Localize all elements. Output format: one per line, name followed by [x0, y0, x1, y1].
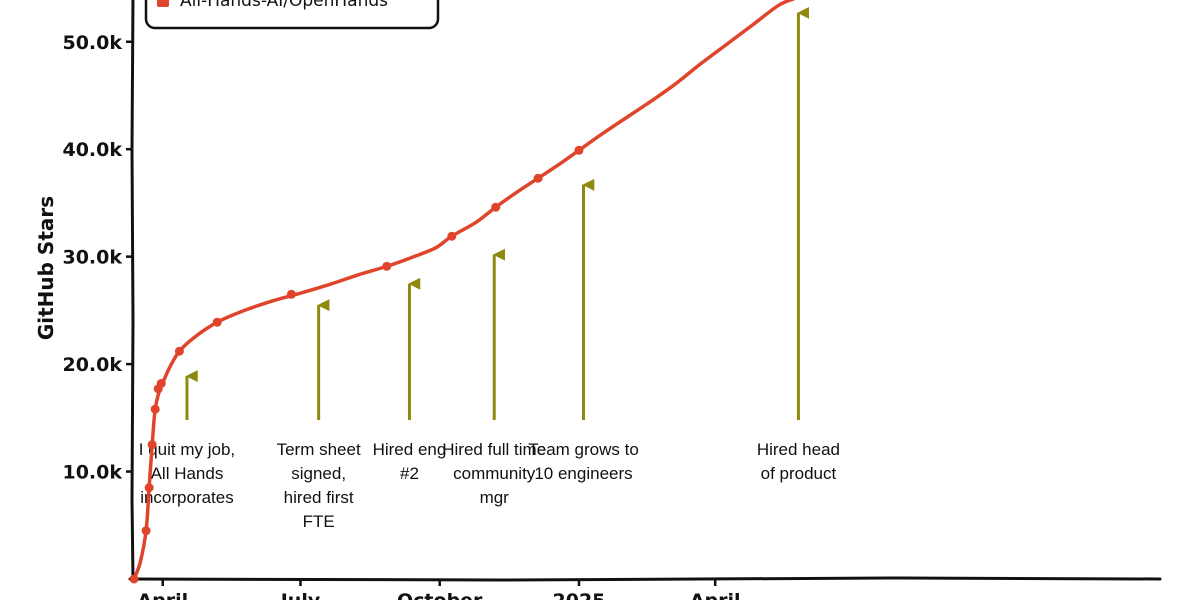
annotation-label: All Hands: [151, 464, 224, 483]
annotation-label: mgr: [480, 488, 510, 507]
annotation-label: I quit my job,: [139, 440, 235, 459]
data-point: [212, 317, 222, 327]
annotation-label: Hired full time: [442, 440, 546, 459]
data-point: [286, 289, 296, 299]
y-tick-label: 20.0k: [62, 354, 122, 376]
y-axis-title: GitHub Stars: [34, 196, 58, 340]
y-tick-label: 30.0k: [62, 247, 122, 269]
series-group: [129, 0, 796, 584]
y-tick-label: 10.0k: [62, 462, 122, 484]
annotation-label: Hired head: [757, 440, 840, 459]
annotation-label: of product: [761, 464, 837, 483]
annotation-label: community: [453, 464, 536, 483]
data-point: [382, 261, 392, 271]
x-tick-label: 2025: [553, 590, 606, 600]
annotation-label: Team grows to: [528, 440, 639, 459]
x-tick-label: July: [279, 590, 321, 600]
data-point: [150, 404, 160, 414]
data-point: [491, 202, 501, 212]
annotation-label: incorporates: [140, 488, 234, 507]
annotation-label: signed,: [291, 464, 346, 483]
y-tick-label: 50.0k: [62, 32, 122, 54]
data-point: [144, 483, 154, 493]
data-point: [156, 378, 166, 388]
legend-box: [144, 0, 440, 30]
y-tick-group: 10.0k 20.0k 30.0k 40.0k 50.0k: [62, 32, 133, 484]
legend: All-Hands-AI/OpenHands: [144, 0, 440, 30]
x-tick-label: October: [397, 590, 483, 600]
y-tick-label: 40.0k: [62, 139, 122, 161]
annotation-group: I quit my job, All Hands incorporates Term …: [139, 6, 840, 531]
data-point: [141, 526, 151, 536]
legend-swatch: [157, 0, 169, 7]
data-point: [174, 346, 184, 356]
y-axis: [130, 0, 135, 582]
data-point: [533, 173, 543, 183]
data-point: [147, 440, 157, 450]
annotation-label: Hired eng: [373, 440, 447, 459]
x-tick-group: April July October 2025 April: [137, 579, 741, 600]
data-point: [574, 145, 584, 155]
annotation-label: FTE: [303, 512, 335, 531]
annotation-label: 10 engineers: [534, 464, 632, 483]
x-tick-label: April: [690, 590, 741, 600]
data-point: [129, 574, 139, 584]
annotation-label: Term sheet: [277, 440, 361, 459]
annotation-label: hired first: [284, 488, 354, 507]
data-point: [447, 231, 457, 241]
annotation-label: #2: [400, 464, 419, 483]
x-axis: [128, 576, 1162, 582]
x-tick-label: April: [137, 590, 188, 600]
legend-label: All-Hands-AI/OpenHands: [180, 0, 388, 11]
